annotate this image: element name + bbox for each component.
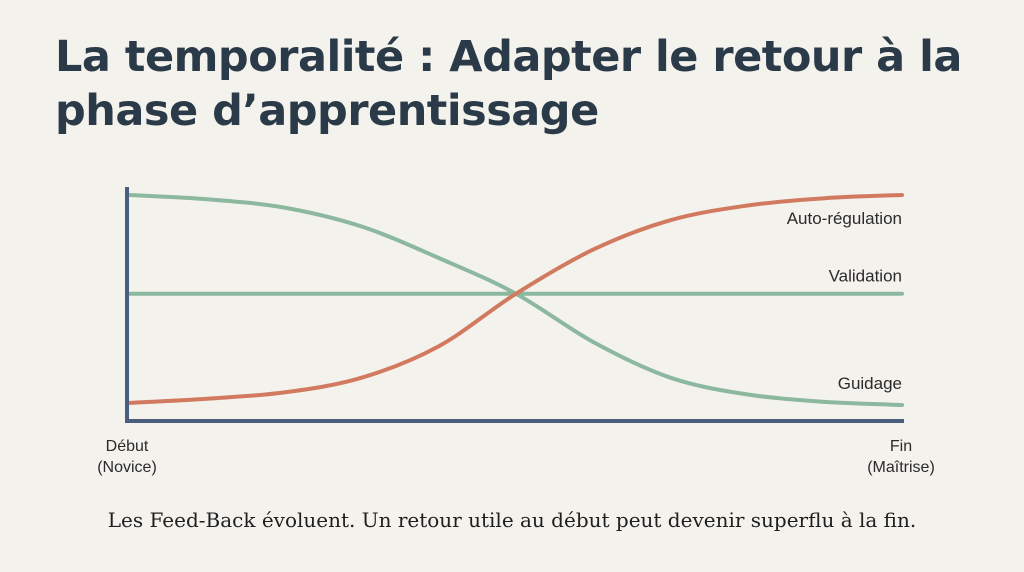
x-axis-labels: Début (Novice) Fin (Maîtrise) bbox=[97, 438, 935, 476]
caption: Les Feed-Back évoluent. Un retour utile … bbox=[107, 508, 917, 532]
series-label-auto-regulation: Auto-régulation bbox=[787, 209, 902, 228]
series-label-validation: Validation bbox=[829, 267, 902, 286]
page-title: La temporalité : Adapter le retour à la … bbox=[55, 32, 962, 136]
series-label-guidage: Guidage bbox=[838, 374, 902, 393]
series-labels: Auto-régulation Validation Guidage bbox=[787, 209, 902, 393]
series-line-auto-regulation bbox=[128, 193, 904, 405]
x-start-label-line2: (Novice) bbox=[97, 459, 157, 476]
x-end-label-line1: Fin bbox=[890, 438, 912, 455]
axes bbox=[125, 187, 904, 423]
x-end-label-line2: (Maîtrise) bbox=[867, 459, 935, 476]
series-lines bbox=[128, 193, 904, 407]
x-start-label-line1: Début bbox=[106, 438, 149, 455]
